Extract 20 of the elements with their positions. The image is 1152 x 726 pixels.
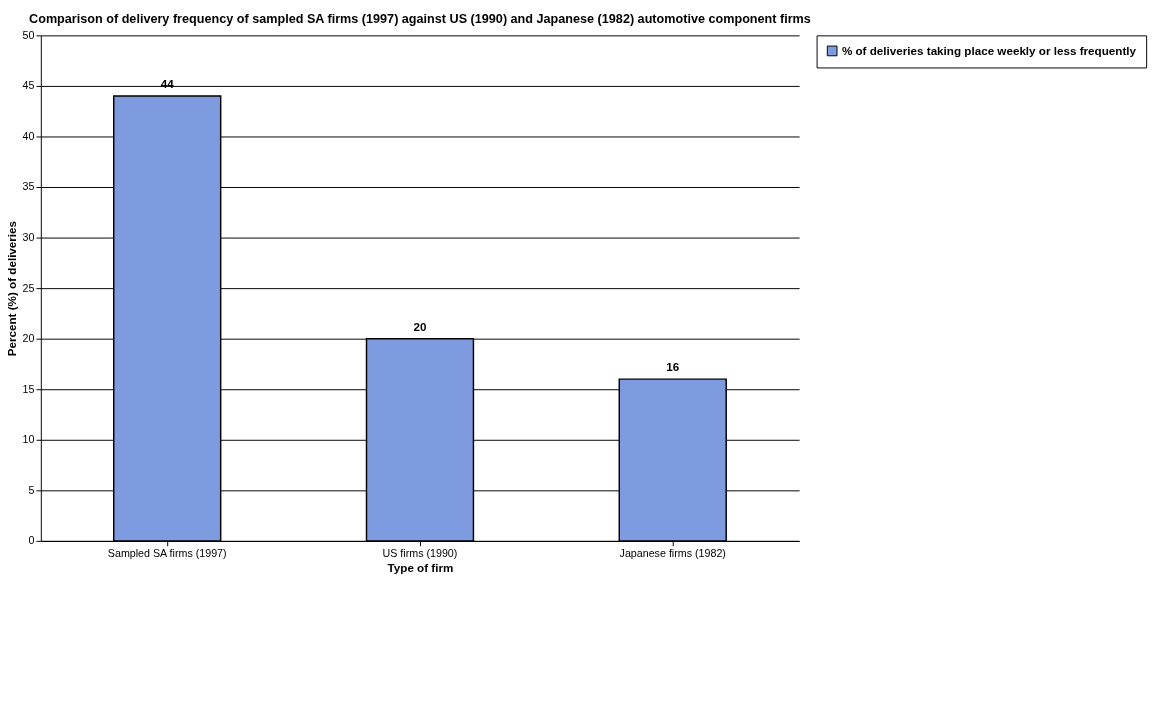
y-tick-label: 40 (22, 129, 35, 142)
x-axis-title: Type of firm (387, 560, 454, 574)
y-tick-label: 15 (22, 382, 35, 395)
y-axis-title: Percent (%) of deliveries (4, 220, 18, 357)
y-tick-label: 20 (22, 332, 35, 345)
y-tick-label: 0 (28, 534, 35, 547)
y-tick-label: 50 (22, 28, 35, 41)
x-tick-label: Japanese firms (1982) (619, 546, 726, 559)
y-tick-label: 5 (28, 483, 35, 496)
legend-label: % of deliveries taking place weekly or less frequently (841, 43, 1137, 57)
y-tick-label: 10 (22, 433, 35, 446)
data-label: 16 (666, 360, 680, 374)
x-tick-label: US firms (1990) (382, 546, 458, 559)
x-tick-label: Sampled SA firms (1997) (107, 546, 227, 559)
data-label: 20 (413, 319, 427, 333)
y-tick-label: 30 (22, 230, 35, 243)
y-tick-label: 45 (22, 79, 35, 92)
chart-title: Comparison of delivery frequency of sampled SA firms (1997) against US (1990) and Japanese (1982) automotive component firms (29, 11, 811, 26)
y-tick-label: 35 (22, 180, 35, 193)
y-tick-label: 25 (22, 281, 35, 294)
